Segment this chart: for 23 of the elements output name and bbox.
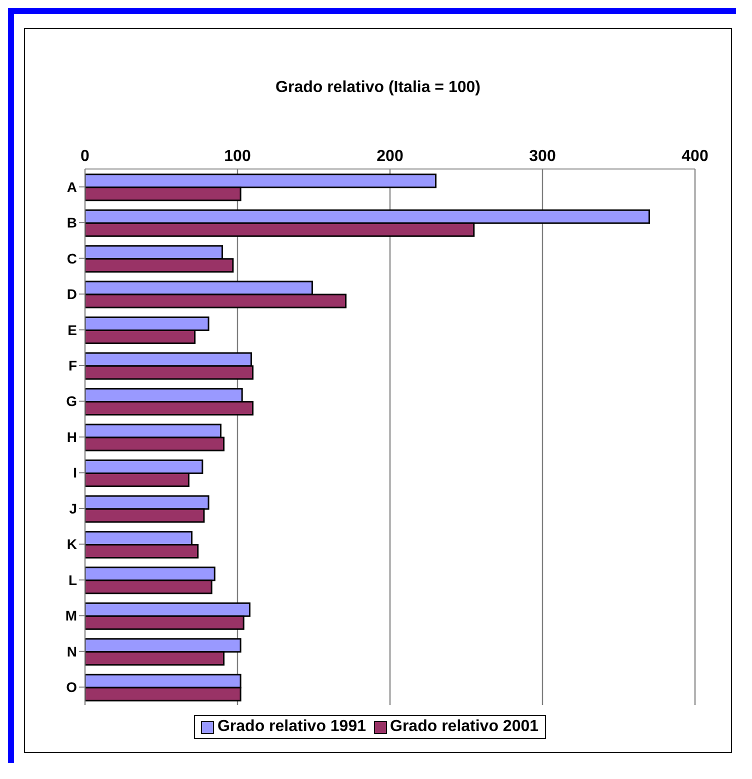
- y-tick-label: H: [66, 428, 77, 445]
- y-tick-label: D: [66, 286, 77, 302]
- y-tick-label: I: [73, 464, 77, 481]
- x-tick-label: 300: [529, 148, 556, 165]
- x-tick-label: 100: [224, 148, 251, 165]
- y-tick-label: O: [66, 679, 78, 696]
- y-tick-label: E: [68, 322, 77, 338]
- legend-label: Grado relativo 2001: [389, 718, 539, 736]
- y-tick-label: G: [66, 393, 78, 410]
- y-tick-label: L: [68, 572, 78, 588]
- y-tick-label: N: [66, 643, 77, 660]
- y-tick-label: F: [68, 358, 78, 374]
- x-tick-label: 400: [682, 148, 708, 165]
- y-tick-label: K: [66, 536, 77, 552]
- y-tick-label: M: [65, 608, 77, 624]
- x-tick-label: 200: [376, 148, 404, 165]
- x-tick-label: 0: [80, 148, 90, 165]
- y-tick-label: B: [66, 214, 77, 231]
- chart-title: Grado relativo (Italia = 100): [274, 79, 482, 98]
- y-tick-label: J: [69, 500, 77, 516]
- legend-label: Grado relativo 1991: [216, 718, 366, 736]
- y-tick-label: A: [66, 178, 77, 195]
- y-tick-label: C: [66, 250, 77, 266]
